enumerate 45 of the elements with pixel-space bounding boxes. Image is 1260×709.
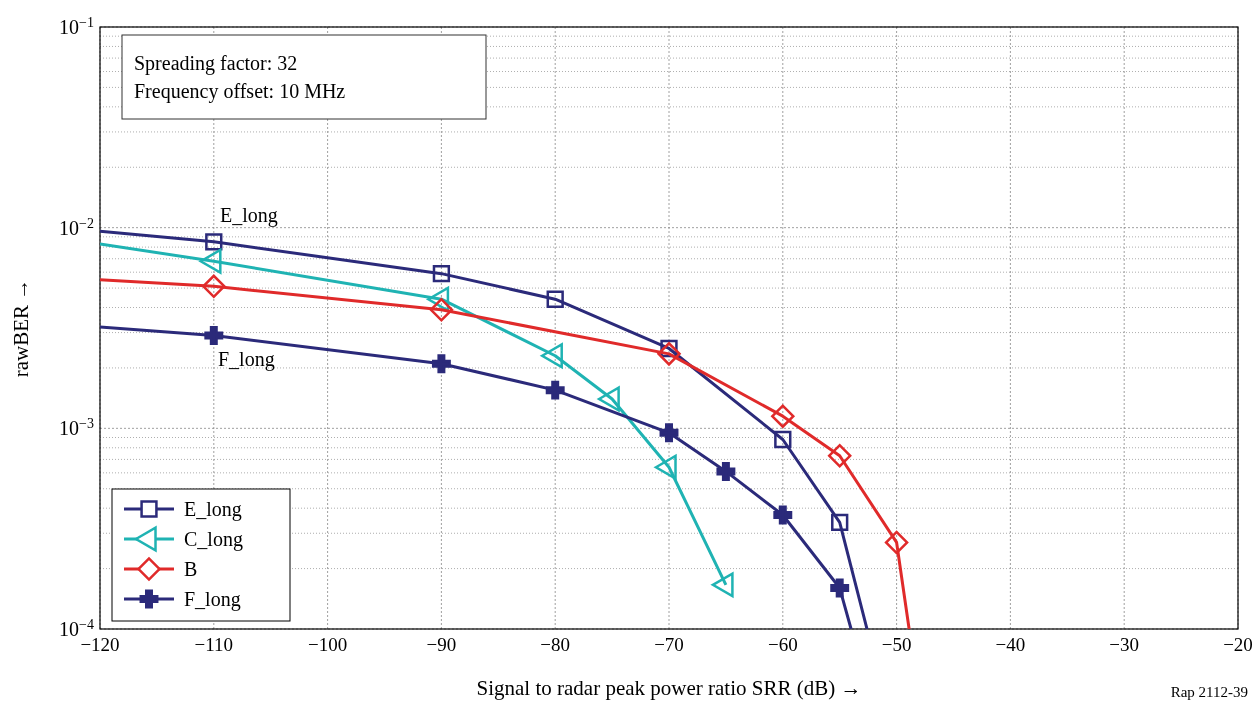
legend-label: E_long: [184, 498, 242, 521]
point: [204, 326, 224, 346]
point: [716, 461, 736, 481]
point: [773, 505, 793, 525]
line-series: [100, 325, 853, 629]
x-tick-label: −30: [1109, 634, 1140, 655]
legend-label: F_long: [184, 588, 241, 611]
y-tick-label: 10$^{−2}$: [59, 215, 94, 239]
point: [202, 274, 226, 299]
y-tick-label: 10$^{−3}$: [59, 415, 94, 440]
point: [657, 342, 681, 366]
point: [774, 430, 792, 449]
point: [884, 530, 909, 555]
y-axis-title: rawBER →: [9, 278, 33, 378]
annotation: E_long: [220, 204, 278, 227]
x-tick-label: −20: [1223, 634, 1253, 655]
legend-label: C_long: [184, 528, 243, 551]
point: [431, 354, 451, 374]
point: [830, 578, 850, 598]
annotation: F_long: [218, 348, 275, 371]
point: [771, 404, 795, 428]
line-series: [100, 229, 869, 629]
point: [659, 423, 679, 443]
x-tick-label: −70: [654, 634, 684, 655]
x-tick-label: −60: [767, 634, 798, 655]
x-tick-label: −40: [995, 634, 1026, 655]
point: [432, 264, 451, 283]
annotation: Frequency offset: 10 MHz: [134, 80, 346, 103]
point: [827, 444, 852, 468]
point: [429, 297, 454, 322]
x-tick-label: −110: [194, 634, 234, 655]
x-tick-label: −100: [307, 634, 348, 655]
y-tick-label: 10$^{−1}$: [59, 14, 94, 38]
x-tick-label: −80: [540, 634, 571, 655]
x-axis-title: Signal to radar peak power ratio SRR (dB) →: [476, 676, 862, 700]
point: [545, 380, 565, 400]
text-box: Spreading factor: 32 Frequency offset: 10 MHz: [121, 34, 487, 120]
x-tick-label: −90: [426, 634, 457, 655]
annotation: Spreading factor: 32: [134, 52, 298, 75]
x-tick-label: −50: [881, 634, 912, 655]
legend-label: B: [184, 558, 198, 580]
point: [546, 290, 564, 308]
text: Rap 2112-39: [1170, 684, 1248, 700]
point: [831, 513, 849, 532]
point: [205, 233, 223, 251]
